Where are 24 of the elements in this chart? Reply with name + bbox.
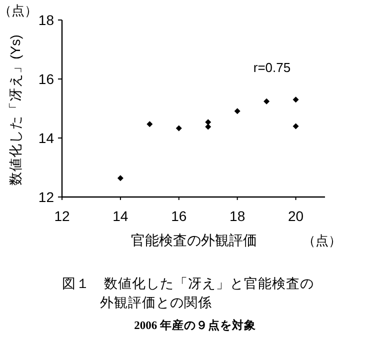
text: （点） bbox=[302, 233, 342, 248]
point bbox=[205, 124, 212, 130]
x-tick-label: 20 bbox=[288, 208, 304, 224]
point bbox=[264, 98, 270, 104]
text: 2006 年産の９点を対象 bbox=[133, 318, 257, 333]
x-tick-label: 14 bbox=[112, 208, 128, 224]
y-tick-label: 12 bbox=[38, 189, 54, 205]
point bbox=[176, 125, 182, 132]
point bbox=[292, 123, 299, 130]
y-tick-label: 14 bbox=[38, 130, 54, 146]
annotation: r=0.75 bbox=[253, 60, 291, 75]
text: （点） bbox=[0, 3, 38, 18]
text: 図１ 数値化した「冴え」と官能検査の外観評価との関係 bbox=[62, 275, 315, 312]
point bbox=[146, 121, 153, 128]
point bbox=[292, 96, 299, 103]
x-tick-label: 16 bbox=[171, 208, 187, 224]
point bbox=[234, 108, 240, 114]
point bbox=[117, 175, 124, 182]
y-tick-label: 18 bbox=[38, 12, 54, 28]
x-tick-label: 18 bbox=[230, 208, 246, 224]
y-axis-title: 数値化した「冴え」(Ys) bbox=[8, 34, 23, 186]
x-axis-title: 官能検査の外観評価 bbox=[131, 232, 257, 248]
y-tick-label: 16 bbox=[38, 71, 54, 87]
x-tick-label: 12 bbox=[54, 208, 70, 224]
